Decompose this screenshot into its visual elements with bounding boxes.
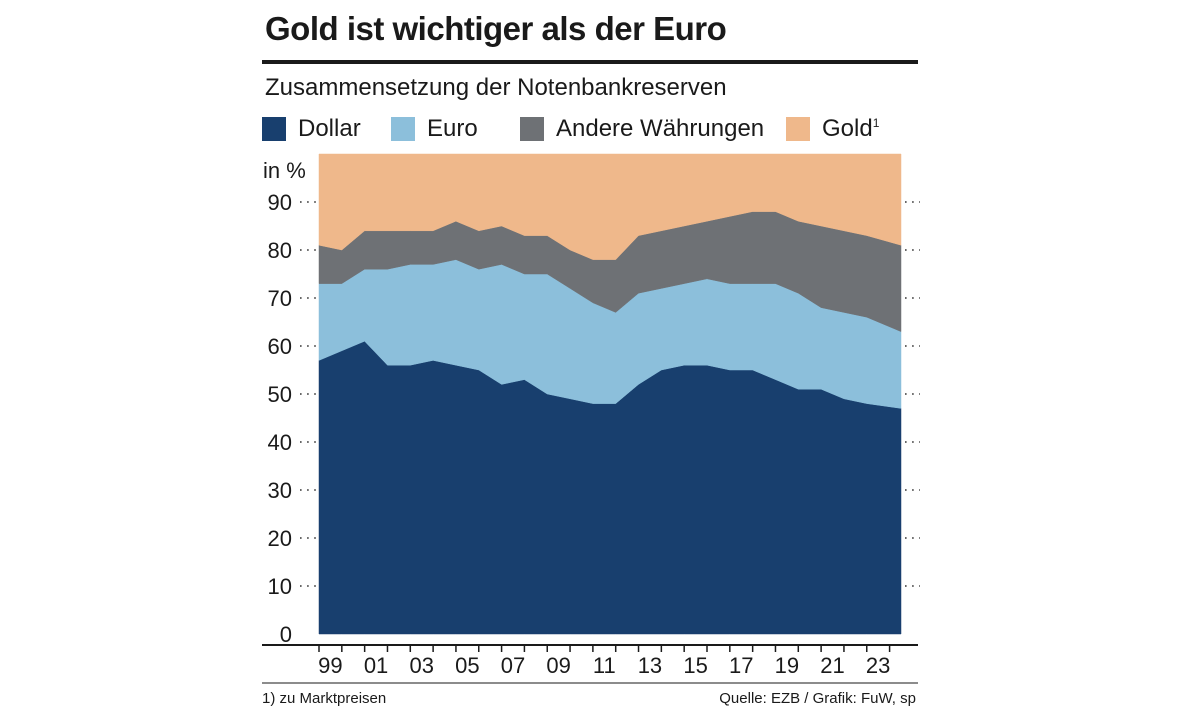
y-tick-label: 30 bbox=[268, 478, 292, 503]
legend-label-gold-sup: 1 bbox=[872, 116, 880, 130]
x-tick-label: 03 bbox=[409, 653, 433, 678]
x-tick-label: 15 bbox=[683, 653, 707, 678]
footnote: 1) zu Marktpreisen bbox=[262, 690, 387, 707]
legend-label-euro: Euro bbox=[427, 115, 478, 142]
y-tick-label: 50 bbox=[268, 382, 292, 407]
y-tick-label: 0 bbox=[280, 622, 292, 647]
legend-label-gold-text: Gold bbox=[822, 115, 873, 142]
x-tick-label: 99 bbox=[318, 653, 342, 678]
x-tick-label: 19 bbox=[775, 653, 799, 678]
x-tick-label: 13 bbox=[638, 653, 662, 678]
area-layers bbox=[318, 153, 902, 635]
x-tick-label: 17 bbox=[729, 653, 753, 678]
x-tick-label: 09 bbox=[546, 653, 570, 678]
y-tick-label: 60 bbox=[268, 334, 292, 359]
legend-swatch-andere bbox=[520, 117, 544, 141]
y-tick-label: 90 bbox=[268, 190, 292, 215]
legend-item-euro: Euro bbox=[391, 114, 478, 144]
y-tick-label: 10 bbox=[268, 574, 292, 599]
x-tick-label: 07 bbox=[501, 653, 525, 678]
legend-item-gold: Gold1 bbox=[786, 114, 879, 144]
title-rule bbox=[262, 60, 918, 64]
x-tick-label: 23 bbox=[866, 653, 890, 678]
legend-swatch-gold bbox=[786, 117, 810, 141]
source-credit: Quelle: EZB / Grafik: FuW, sp bbox=[719, 690, 916, 707]
area-gold bbox=[318, 153, 902, 260]
legend: Dollar Euro Andere Währungen Gold1 bbox=[262, 114, 918, 144]
legend-swatch-euro bbox=[391, 117, 415, 141]
y-axis: 0 10 20 30 40 50 60 70 80 90 in % bbox=[263, 158, 306, 647]
legend-label-gold: Gold1 bbox=[822, 115, 879, 143]
y-tick-label: 80 bbox=[268, 238, 292, 263]
x-tick-label: 01 bbox=[364, 653, 388, 678]
x-tick-label: 11 bbox=[593, 653, 616, 678]
x-axis: 99 01 03 05 07 09 11 13 15 17 19 21 23 bbox=[262, 644, 918, 684]
legend-label-dollar: Dollar bbox=[298, 115, 361, 142]
chart-title: Gold ist wichtiger als der Euro bbox=[265, 10, 727, 47]
y-tick-label: 70 bbox=[268, 286, 292, 311]
legend-swatch-dollar bbox=[262, 117, 286, 141]
y-axis-unit-label: in % bbox=[263, 158, 306, 183]
legend-label-andere: Andere Währungen bbox=[556, 115, 765, 142]
grid-dots bbox=[300, 201, 920, 587]
chart-subtitle: Zusammensetzung der Notenbankreserven bbox=[265, 74, 727, 101]
x-tick-label: 05 bbox=[455, 653, 479, 678]
x-tick-label: 21 bbox=[820, 653, 844, 678]
y-tick-label: 20 bbox=[268, 526, 292, 551]
y-tick-label: 40 bbox=[268, 430, 292, 455]
legend-item-andere: Andere Währungen bbox=[520, 114, 764, 144]
legend-item-dollar: Dollar bbox=[262, 114, 361, 144]
